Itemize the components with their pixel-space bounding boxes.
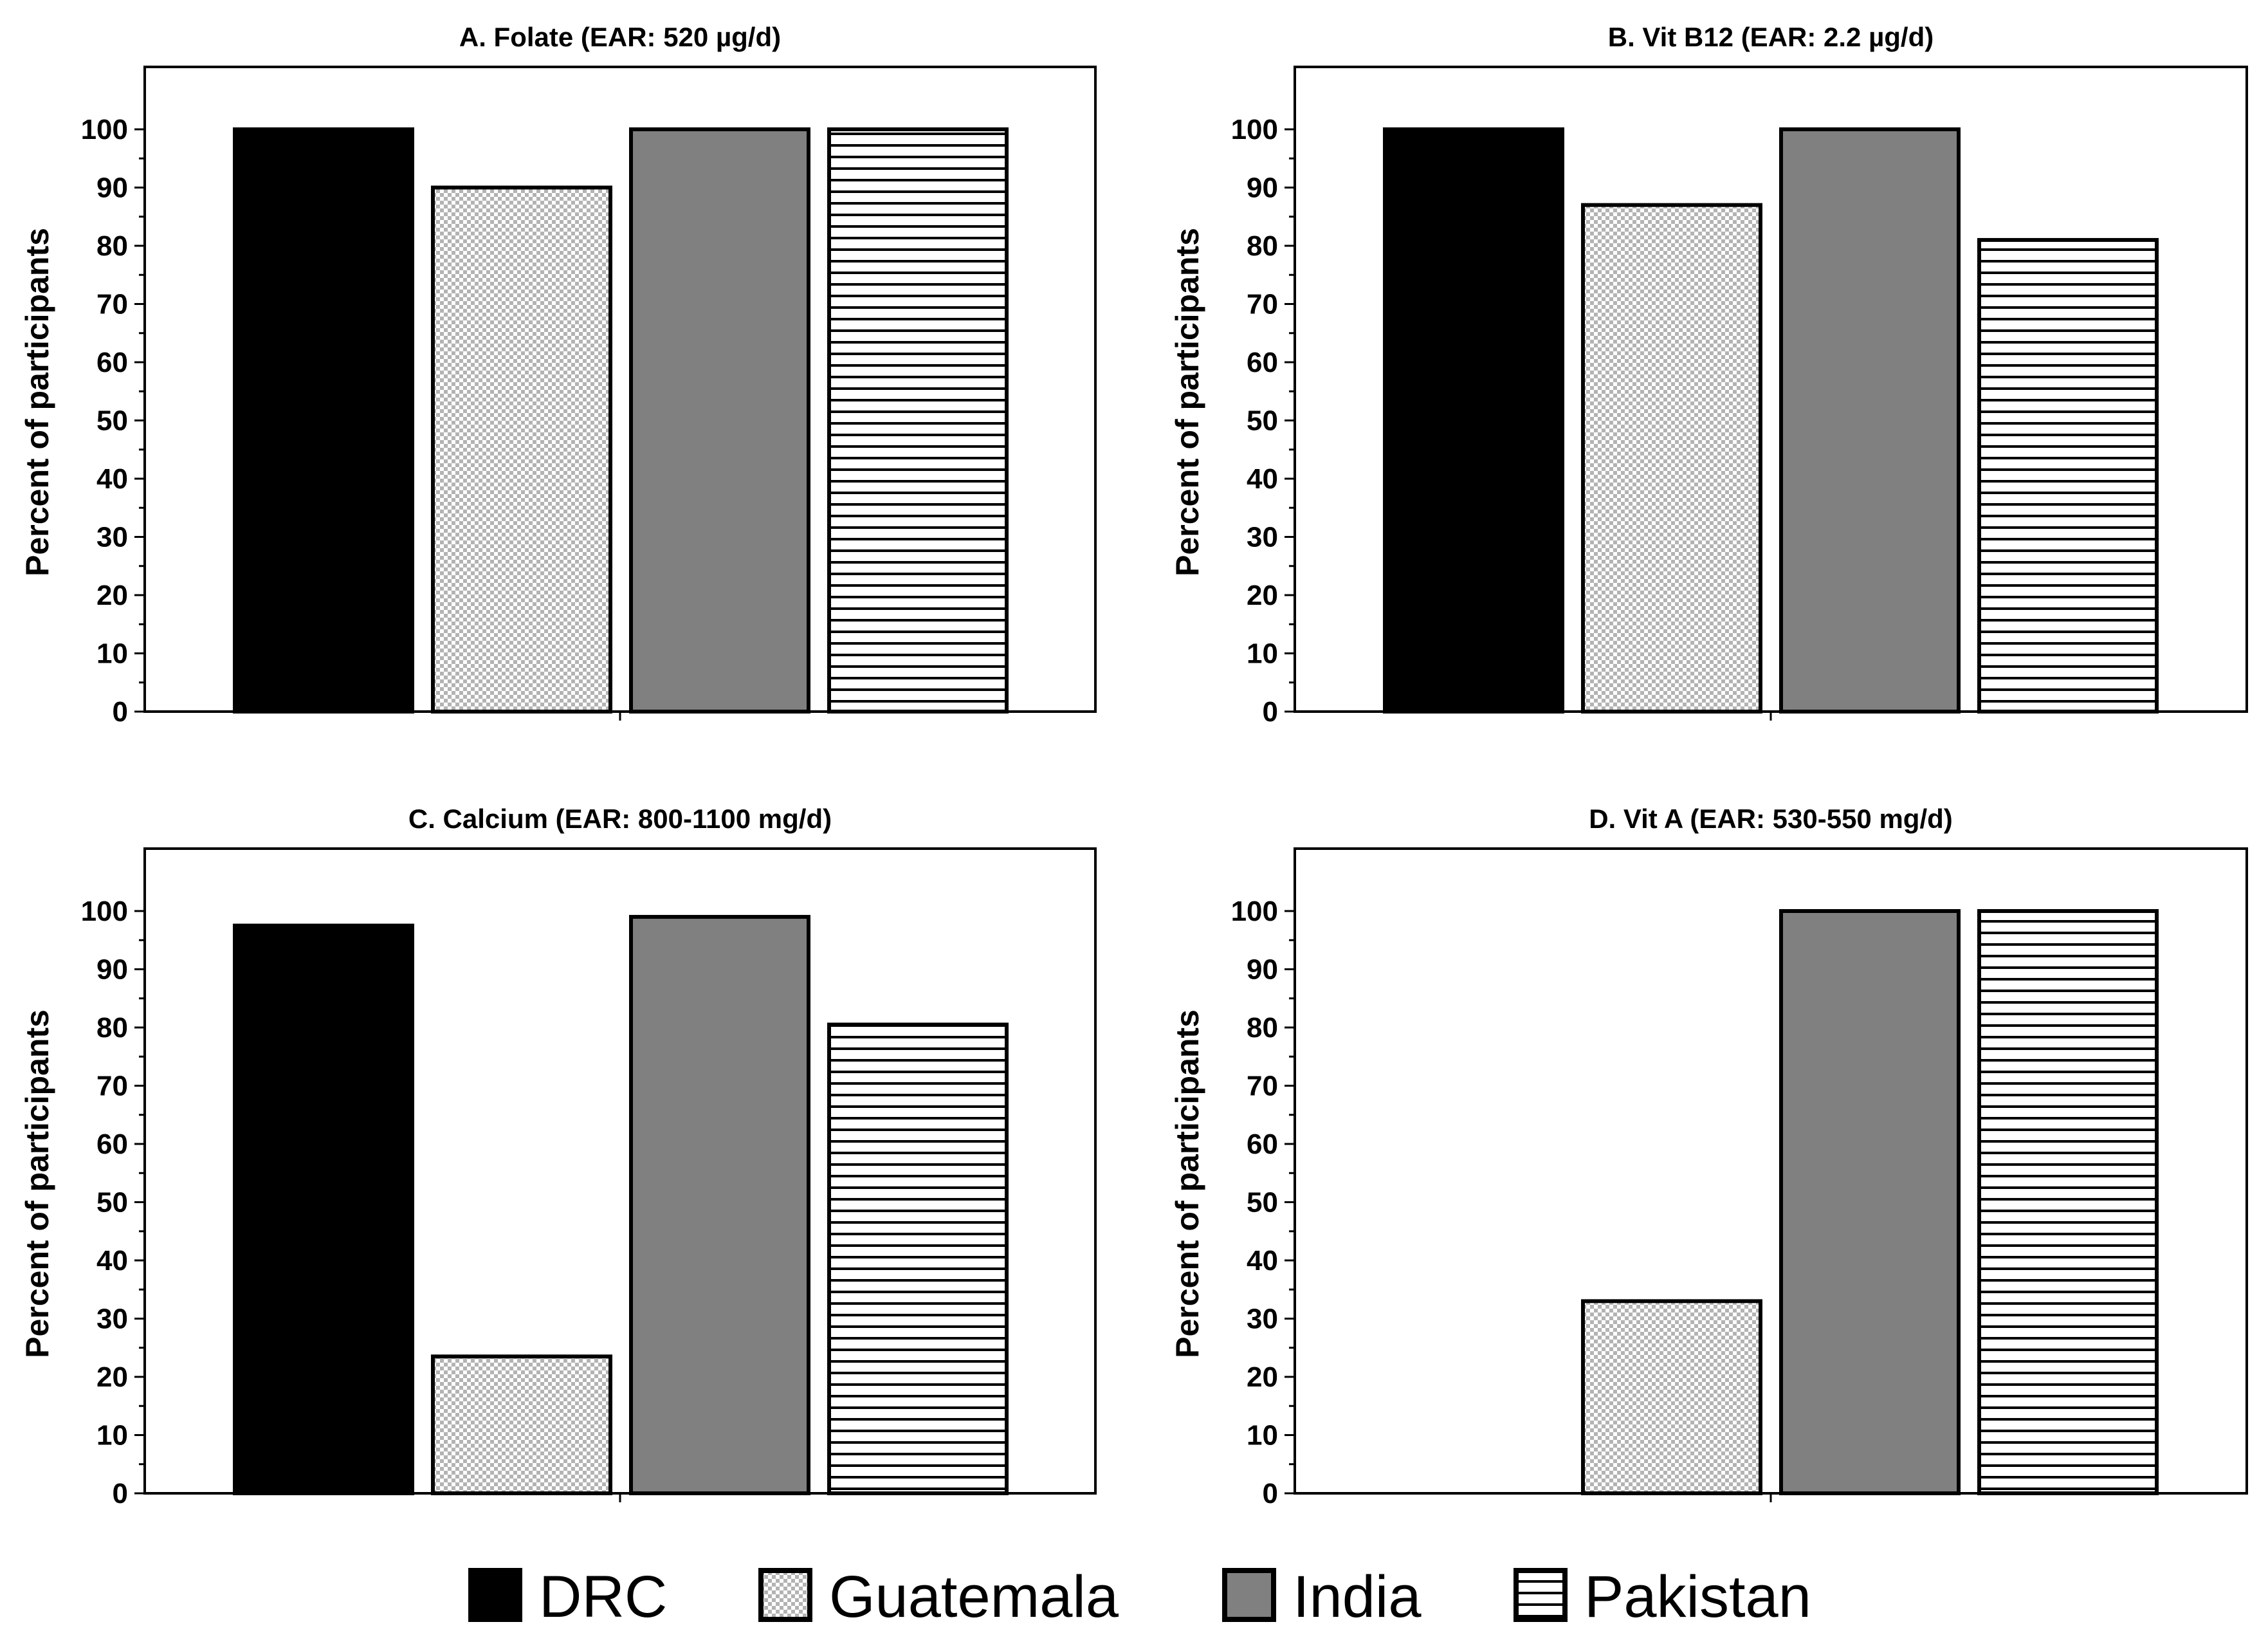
y-tick-label: 20 <box>1247 1361 1278 1393</box>
panel-title: B. Vit B12 (EAR: 2.2 µg/d) <box>1608 22 1934 52</box>
y-tick-label: 30 <box>1247 1304 1278 1335</box>
y-tick-label: 100 <box>81 896 128 927</box>
y-tick-label: 60 <box>96 1129 128 1160</box>
y-tick-label: 50 <box>1247 405 1278 437</box>
y-tick-label: 80 <box>96 1012 128 1044</box>
y-axis-label: Percent of participants <box>1169 1009 1205 1358</box>
y-tick-label: 60 <box>96 347 128 378</box>
panel-4: D. Vit A (EAR: 530-550 mg/d) Percent of p… <box>1169 804 2248 1509</box>
legend-swatch <box>758 1568 812 1622</box>
y-axis-label: Percent of participants <box>1169 228 1205 576</box>
y-tick-label: 90 <box>1247 954 1278 986</box>
legend-swatch <box>1514 1568 1568 1622</box>
y-tick-label: 10 <box>96 1420 128 1451</box>
y-tick-label: 90 <box>1247 172 1278 204</box>
bar-guatemala <box>1581 203 1762 714</box>
bar-drc <box>233 923 414 1495</box>
bar-pakistan <box>827 1022 1009 1495</box>
legend-item-drc: DRC <box>468 1564 667 1630</box>
y-tick-label: 90 <box>96 954 128 986</box>
y-tick-label: 0 <box>1263 1478 1278 1509</box>
y-tick-label: 10 <box>1247 638 1278 670</box>
y-tick-label: 60 <box>1247 347 1278 378</box>
y-tick-label: 100 <box>1231 896 1278 927</box>
y-tick-label: 40 <box>1247 463 1278 495</box>
bar-pakistan <box>827 127 1009 714</box>
bar-india <box>1779 909 1961 1495</box>
y-tick-label: 30 <box>96 1304 128 1335</box>
bar-pakistan <box>1977 909 2159 1495</box>
panel-title: D. Vit A (EAR: 530-550 mg/d) <box>1589 804 1953 834</box>
y-tick-label: 40 <box>1247 1245 1278 1276</box>
panel-2: B. Vit B12 (EAR: 2.2 µg/d) Percent of par… <box>1169 22 2248 728</box>
y-tick-label: 30 <box>1247 522 1278 553</box>
y-tick-label: 10 <box>1247 1420 1278 1451</box>
y-tick-label: 40 <box>96 1245 128 1276</box>
y-tick-label: 90 <box>96 172 128 204</box>
y-tick-label: 70 <box>1247 289 1278 320</box>
legend-label: India <box>1293 1564 1422 1630</box>
bar-india <box>629 127 810 714</box>
chart-panels: A. Folate (EAR: 520 µg/d) Percent of part… <box>19 22 2248 1509</box>
legend-item-guatemala: Guatemala <box>758 1564 1119 1630</box>
y-axis-label: Percent of participants <box>19 228 55 576</box>
y-tick-label: 50 <box>96 405 128 437</box>
y-tick-label: 50 <box>1247 1187 1278 1219</box>
legend-swatch <box>468 1568 522 1622</box>
y-tick-label: 80 <box>96 230 128 262</box>
legend: DRC Guatemala India Pakistan <box>468 1564 1811 1630</box>
y-tick-label: 70 <box>96 289 128 320</box>
legend-swatch <box>1222 1568 1276 1622</box>
legend-label: Guatemala <box>829 1564 1119 1630</box>
y-axis-label: Percent of participants <box>19 1009 55 1358</box>
y-tick-label: 70 <box>1247 1071 1278 1102</box>
legend-item-pakistan: Pakistan <box>1514 1564 1811 1630</box>
panel-title: A. Folate (EAR: 520 µg/d) <box>459 22 781 52</box>
bar-guatemala <box>431 185 612 714</box>
bar-drc <box>233 127 414 714</box>
y-tick-label: 80 <box>1247 1012 1278 1044</box>
y-tick-label: 0 <box>1263 696 1278 728</box>
y-tick-label: 80 <box>1247 230 1278 262</box>
y-tick-label: 0 <box>113 696 128 728</box>
y-tick-label: 30 <box>96 522 128 553</box>
legend-label: Pakistan <box>1584 1564 1811 1630</box>
panel-title: C. Calcium (EAR: 800-1100 mg/d) <box>408 804 832 834</box>
y-tick-label: 70 <box>96 1071 128 1102</box>
y-tick-label: 100 <box>1231 114 1278 145</box>
bar-guatemala <box>1581 1299 1762 1495</box>
y-tick-label: 10 <box>96 638 128 670</box>
y-tick-label: 0 <box>113 1478 128 1509</box>
panel-3: C. Calcium (EAR: 800-1100 mg/d) Percent o… <box>19 804 1097 1509</box>
y-tick-label: 20 <box>96 1361 128 1393</box>
bar-pakistan <box>1977 237 2159 714</box>
y-tick-label: 100 <box>81 114 128 145</box>
bar-india <box>1779 127 1961 714</box>
y-tick-label: 60 <box>1247 1129 1278 1160</box>
y-tick-label: 50 <box>96 1187 128 1219</box>
y-tick-label: 20 <box>96 580 128 611</box>
bar-drc <box>1383 127 1564 714</box>
bar-india <box>629 915 810 1496</box>
y-tick-label: 20 <box>1247 580 1278 611</box>
bar-guatemala <box>431 1354 612 1495</box>
panel-1: A. Folate (EAR: 520 µg/d) Percent of part… <box>19 22 1097 728</box>
y-tick-label: 40 <box>96 463 128 495</box>
legend-item-india: India <box>1222 1564 1422 1630</box>
legend-label: DRC <box>539 1564 667 1630</box>
